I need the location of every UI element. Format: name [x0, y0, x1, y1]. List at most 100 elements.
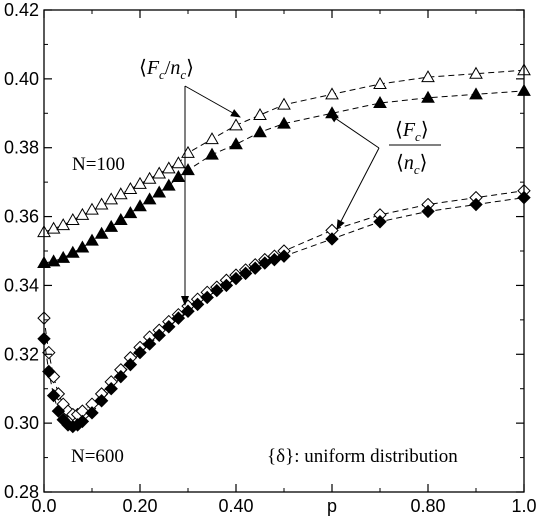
point-filled-triangle [75, 240, 90, 253]
point-open-triangle [469, 66, 483, 79]
point-open-triangle [123, 182, 138, 195]
point-open-diamond [42, 345, 56, 360]
point-filled-diamond [51, 404, 66, 418]
point-open-triangle [142, 171, 157, 184]
ratio-mean-open: ⟨ [139, 57, 147, 79]
y-tick-label: 0.34 [4, 275, 39, 295]
point-filled-triangle [469, 87, 483, 100]
point-filled-triangle [152, 185, 167, 198]
point-filled-diamond [421, 204, 435, 219]
point-open-triangle [373, 77, 387, 90]
point-filled-triangle [94, 226, 109, 239]
x-tick-label: 1.0 [511, 496, 536, 516]
point-filled-triangle [113, 213, 128, 226]
point-filled-triangle [142, 192, 157, 205]
point-filled-diamond [123, 357, 138, 372]
point-open-triangle [94, 197, 109, 210]
y-tick-label: 0.32 [4, 344, 39, 364]
point-filled-diamond [267, 252, 282, 267]
series-line-filled-diamond [43, 197, 525, 428]
point-open-triangle [75, 207, 90, 220]
point-filled-diamond [277, 249, 291, 263]
point-open-triangle [205, 132, 219, 145]
point-filled-triangle [229, 137, 243, 150]
point-open-triangle [152, 166, 167, 179]
point-filled-triangle [277, 116, 291, 129]
point-filled-diamond [94, 394, 109, 408]
arrow-ratio-to-triangle [184, 85, 241, 118]
point-open-triangle [85, 202, 99, 215]
point-filled-triangle [104, 219, 119, 232]
point-filled-diamond [200, 290, 214, 305]
point-filled-diamond [162, 320, 176, 334]
svg-text:⟨Fc⟩: ⟨Fc⟩ [395, 119, 429, 144]
point-filled-triangle [373, 95, 387, 108]
point-open-triangle [421, 70, 435, 83]
y-tick-label: 0.42 [4, 0, 39, 20]
point-open-triangle [229, 118, 243, 131]
point-filled-triangle [85, 233, 99, 246]
point-filled-diamond [114, 369, 128, 384]
point-filled-diamond [210, 283, 224, 298]
point-filled-diamond [238, 266, 253, 281]
point-open-triangle [46, 221, 61, 234]
point-open-triangle [171, 156, 186, 169]
point-open-triangle [253, 107, 267, 121]
label-n100: N=100 [72, 154, 125, 175]
point-open-triangle [65, 213, 80, 226]
point-open-triangle [181, 145, 195, 158]
point-filled-diamond [229, 271, 243, 286]
arrow-mean-ratio-to-diamond [336, 147, 380, 230]
point-filled-triangle [133, 199, 147, 212]
point-filled-diamond [190, 297, 205, 312]
point-filled-triangle [65, 245, 80, 258]
point-filled-diamond [85, 406, 99, 420]
point-filled-diamond [152, 328, 166, 343]
point-filled-diamond [171, 311, 186, 325]
arrow-mean-ratio-to-triangle [328, 113, 380, 149]
x-tick-label: 0.80 [410, 496, 445, 516]
point-filled-triangle [205, 147, 219, 160]
y-tick-label: 0.36 [4, 207, 39, 227]
x-tick-label: 0.0 [31, 496, 56, 516]
point-filled-triangle [46, 254, 61, 267]
point-filled-triangle [123, 206, 138, 219]
point-filled-diamond [373, 215, 387, 229]
point-filled-diamond [325, 232, 339, 246]
point-open-triangle [161, 161, 176, 174]
label-mean-ratio: ⟨Fc⟩ ⟨nc⟩ [389, 119, 441, 177]
point-filled-diamond [75, 414, 90, 429]
x-tick-label: 0.40 [218, 496, 253, 516]
point-open-triangle [104, 192, 119, 205]
point-filled-triangle [421, 90, 435, 103]
y-tick-label: 0.28 [4, 482, 39, 502]
x-tick-label: p [327, 496, 337, 516]
y-tick-label: 0.30 [4, 413, 39, 433]
series-layer [37, 63, 531, 434]
point-filled-diamond [142, 337, 157, 351]
point-open-triangle [325, 87, 339, 100]
point-open-triangle [133, 176, 147, 189]
y-tick-label: 0.38 [4, 138, 39, 158]
point-filled-triangle [171, 169, 186, 182]
label-ratio-mean: ⟨Fc/nc⟩ [139, 57, 194, 82]
ticks-layer: 0.0 0.20 0.40 p 0.80 1.0 0.28 0.30 0.32 0.34 0.36 0… [4, 0, 537, 516]
label-n600: N=600 [71, 446, 124, 467]
point-filled-diamond [258, 256, 272, 270]
x-tick-label: 0.20 [122, 496, 157, 516]
point-filled-diamond [248, 261, 262, 275]
point-filled-triangle [56, 250, 71, 263]
annotation-arrows [181, 85, 380, 306]
point-filled-diamond [181, 304, 195, 318]
y-tick-label: 0.40 [4, 69, 39, 89]
point-filled-diamond [46, 388, 61, 403]
svg-text:⟨nc⟩: ⟨nc⟩ [396, 152, 427, 177]
point-open-triangle [277, 97, 291, 110]
point-filled-triangle [161, 178, 176, 191]
series-line-open-triangle [43, 69, 525, 233]
point-filled-triangle [253, 125, 267, 138]
point-filled-diamond [104, 382, 118, 396]
point-filled-diamond [133, 345, 147, 360]
point-filled-diamond [42, 364, 56, 379]
